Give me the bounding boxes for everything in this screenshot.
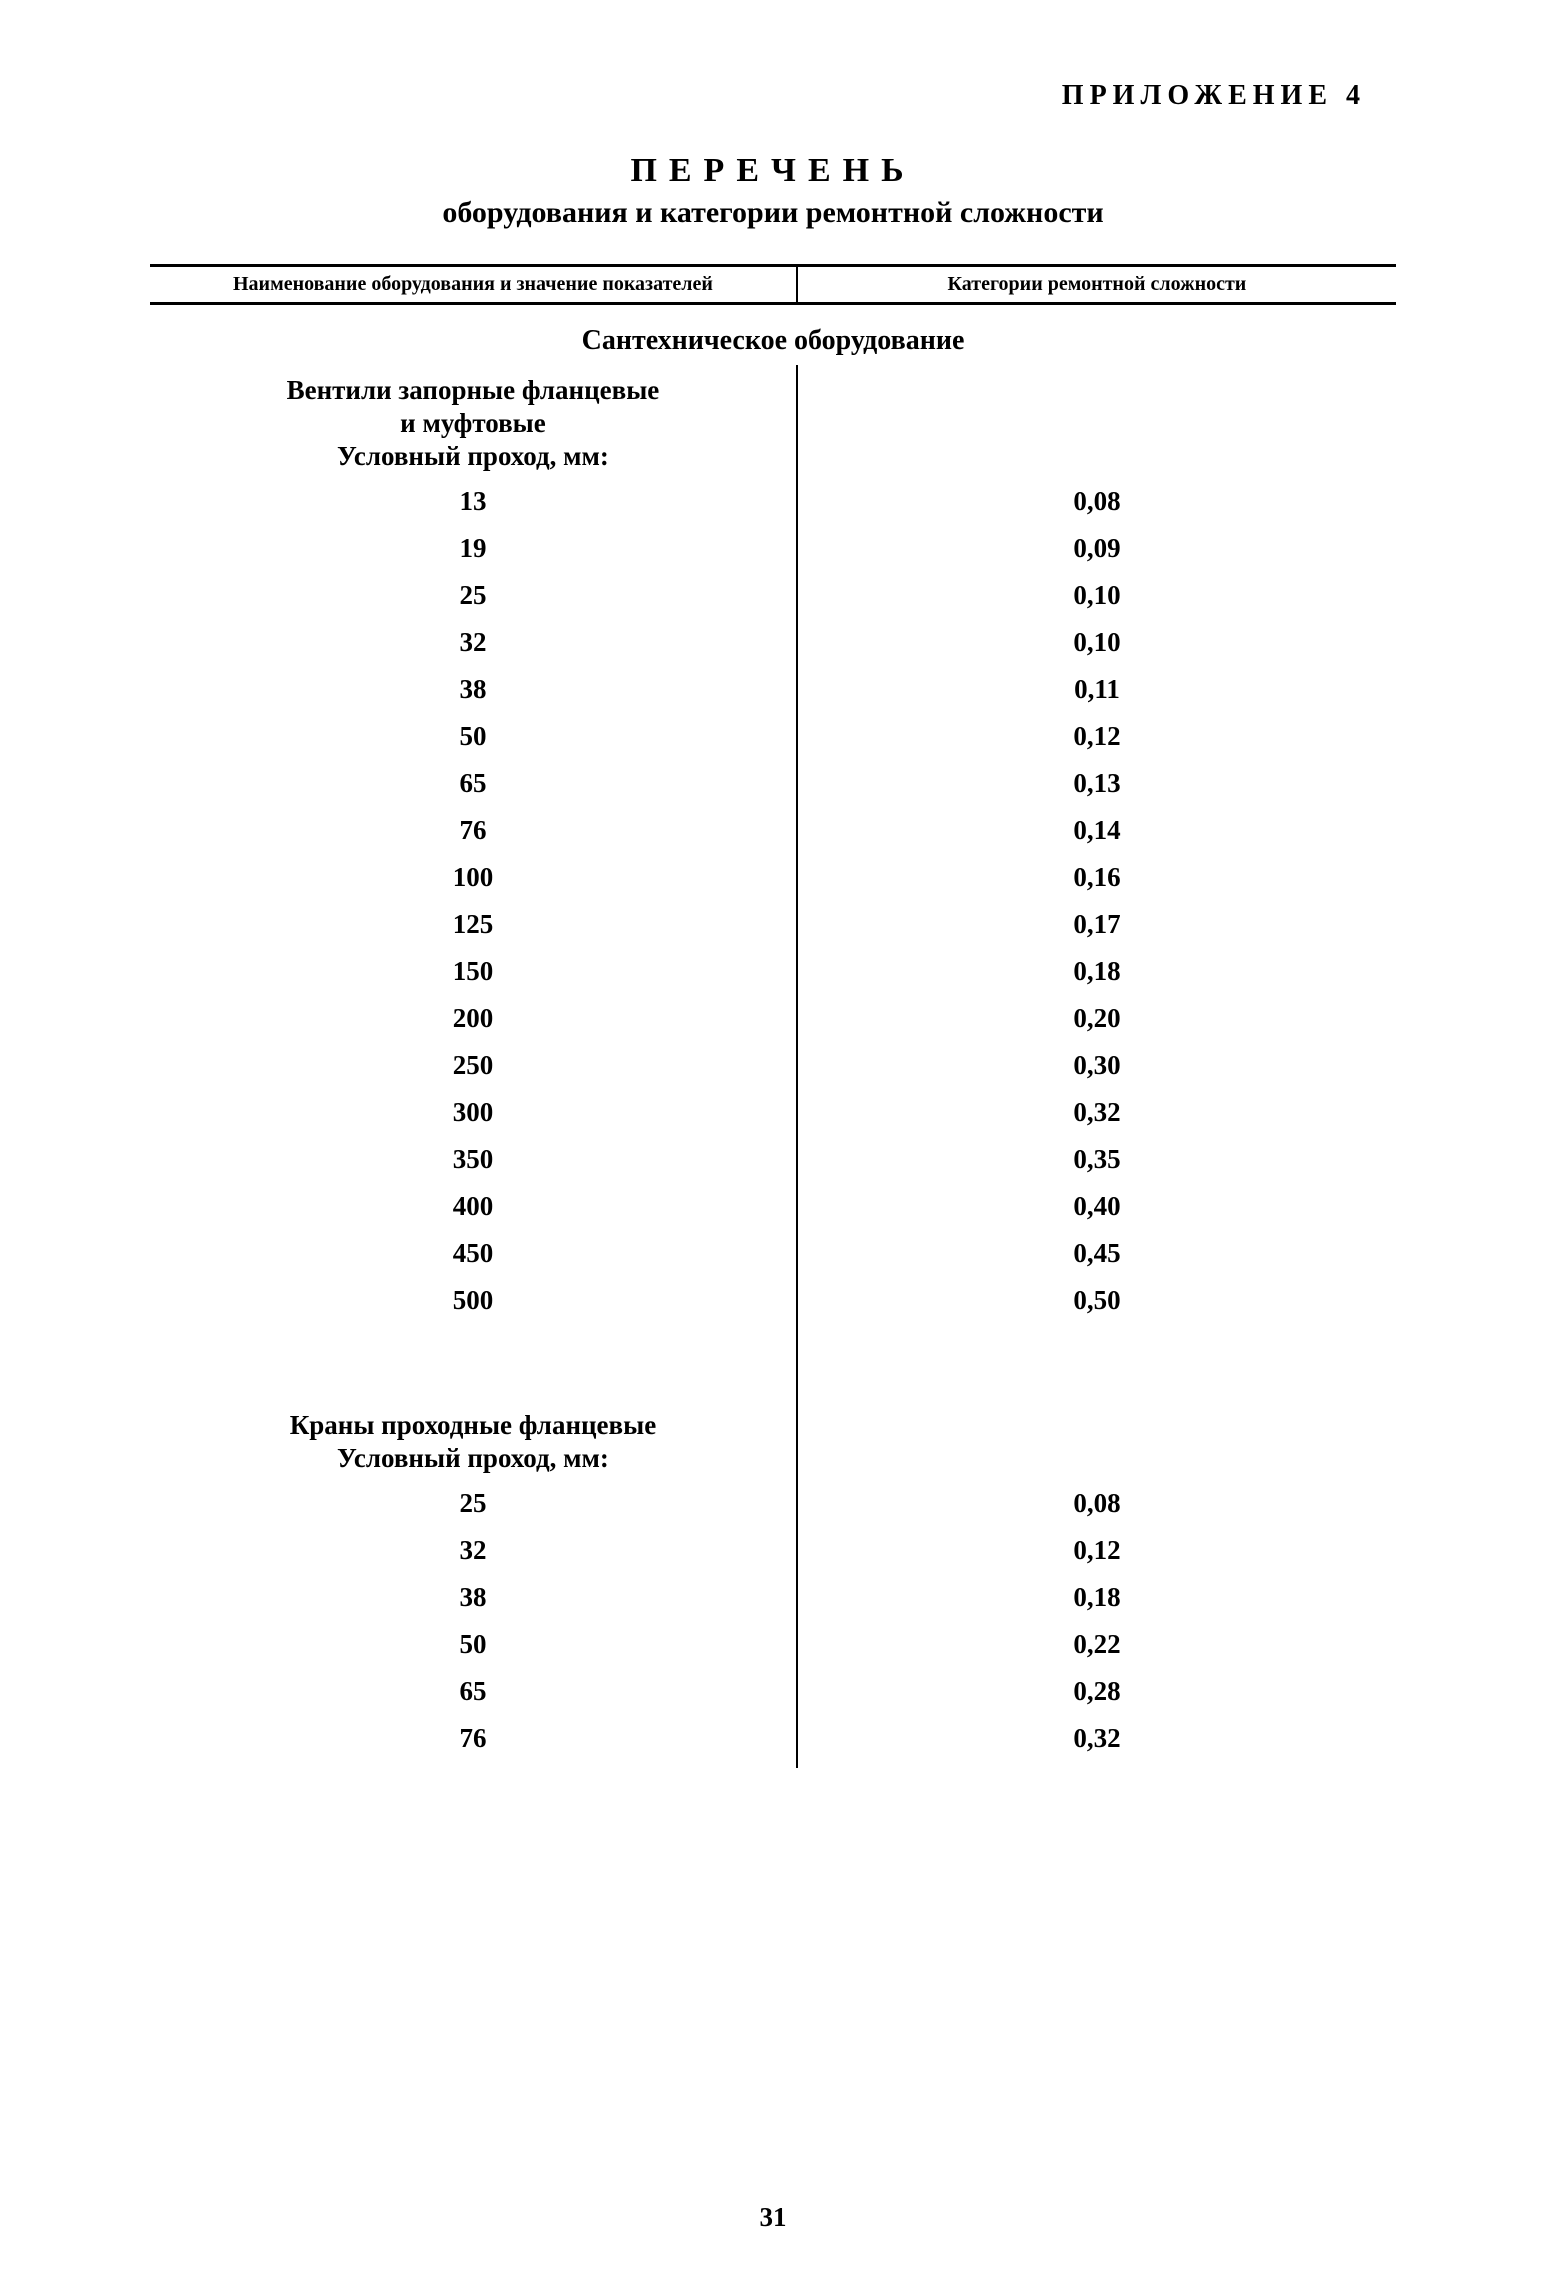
row-label: 65 (150, 1674, 798, 1721)
row-value: 0,12 (798, 1533, 1396, 1580)
table-row: 3000,32 (150, 1095, 1396, 1142)
row-value: 0,30 (798, 1048, 1396, 1095)
table-row: 5000,50 (150, 1283, 1396, 1330)
row-label: 25 (150, 1486, 798, 1533)
row-label: 350 (150, 1142, 798, 1189)
row-value: 0,13 (798, 766, 1396, 813)
group-2-line-2: Условный проход, мм: (170, 1443, 776, 1474)
row-value: 0,18 (798, 1580, 1396, 1627)
row-value: 0,10 (798, 625, 1396, 672)
row-value: 0,08 (798, 1486, 1396, 1533)
table-row: 2000,20 (150, 1001, 1396, 1048)
title-sub: оборудования и категории ремонтной сложн… (150, 196, 1396, 230)
row-label: 32 (150, 625, 798, 672)
row-label: 200 (150, 1001, 798, 1048)
row-value: 0,32 (798, 1721, 1396, 1768)
row-value: 0,40 (798, 1189, 1396, 1236)
row-value: 0,28 (798, 1674, 1396, 1721)
row-label: 65 (150, 766, 798, 813)
row-value: 0,16 (798, 860, 1396, 907)
header-left: Наименование оборудования и значение пок… (150, 267, 798, 302)
row-label: 38 (150, 672, 798, 719)
row-label: 100 (150, 860, 798, 907)
table-row: 3500,35 (150, 1142, 1396, 1189)
table-row: 4000,40 (150, 1189, 1396, 1236)
table-row: 760,32 (150, 1721, 1396, 1768)
row-value: 0,10 (798, 578, 1396, 625)
page-number: 31 (0, 2202, 1546, 2233)
row-value: 0,35 (798, 1142, 1396, 1189)
row-value: 0,09 (798, 531, 1396, 578)
row-value: 0,45 (798, 1236, 1396, 1283)
table: Наименование оборудования и значение пок… (150, 264, 1396, 1768)
row-label: 500 (150, 1283, 798, 1330)
group-1-line-2: и муфтовые (170, 408, 776, 439)
row-label: 450 (150, 1236, 798, 1283)
table-row: 320,10 (150, 625, 1396, 672)
group-1-header: Вентили запорные фланцевые и муфтовые Ус… (150, 365, 1396, 484)
group-1-line-1: Вентили запорные фланцевые (170, 375, 776, 406)
table-row: 320,12 (150, 1533, 1396, 1580)
table-row: 250,08 (150, 1486, 1396, 1533)
table-row: 130,08 (150, 484, 1396, 531)
row-value: 0,22 (798, 1627, 1396, 1674)
table-row: 1000,16 (150, 860, 1396, 907)
row-value: 0,12 (798, 719, 1396, 766)
table-row: 650,13 (150, 766, 1396, 813)
row-value: 0,17 (798, 907, 1396, 954)
group-1-line-3: Условный проход, мм: (170, 441, 776, 472)
row-label: 38 (150, 1580, 798, 1627)
row-label: 76 (150, 1721, 798, 1768)
group-2-header: Краны проходные фланцевые Условный прохо… (150, 1400, 1396, 1486)
row-value: 0,08 (798, 484, 1396, 531)
row-label: 50 (150, 1627, 798, 1674)
appendix-label: ПРИЛОЖЕНИЕ 4 (150, 80, 1366, 112)
group-1-rows: 130,08 190,09 250,10 320,10 380,11 500,1… (150, 484, 1396, 1330)
table-row: 500,22 (150, 1627, 1396, 1674)
row-label: 25 (150, 578, 798, 625)
row-label: 32 (150, 1533, 798, 1580)
table-row: 760,14 (150, 813, 1396, 860)
row-label: 300 (150, 1095, 798, 1142)
table-row: 1250,17 (150, 907, 1396, 954)
table-row: 250,10 (150, 578, 1396, 625)
row-label: 125 (150, 907, 798, 954)
row-label: 250 (150, 1048, 798, 1095)
table-row: 4500,45 (150, 1236, 1396, 1283)
row-label: 400 (150, 1189, 798, 1236)
table-row: 380,18 (150, 1580, 1396, 1627)
row-label: 13 (150, 484, 798, 531)
table-row: 380,11 (150, 672, 1396, 719)
row-value: 0,14 (798, 813, 1396, 860)
table-row: 2500,30 (150, 1048, 1396, 1095)
group-spacer (150, 1330, 1396, 1400)
row-label: 76 (150, 813, 798, 860)
section-title: Сантехническое оборудование (150, 305, 1396, 365)
row-value: 0,11 (798, 672, 1396, 719)
header-right: Категории ремонтной сложности (798, 267, 1396, 302)
row-value: 0,50 (798, 1283, 1396, 1330)
row-label: 50 (150, 719, 798, 766)
table-row: 1500,18 (150, 954, 1396, 1001)
row-label: 19 (150, 531, 798, 578)
table-header-row: Наименование оборудования и значение пок… (150, 267, 1396, 305)
table-row: 190,09 (150, 531, 1396, 578)
group-2-line-1: Краны проходные фланцевые (170, 1410, 776, 1441)
group-2-rows: 250,08 320,12 380,18 500,22 650,28 760,3… (150, 1486, 1396, 1768)
title-main: ПЕРЕЧЕНЬ (150, 152, 1396, 190)
table-row: 500,12 (150, 719, 1396, 766)
row-value: 0,32 (798, 1095, 1396, 1142)
row-value: 0,20 (798, 1001, 1396, 1048)
row-label: 150 (150, 954, 798, 1001)
table-row: 650,28 (150, 1674, 1396, 1721)
row-value: 0,18 (798, 954, 1396, 1001)
